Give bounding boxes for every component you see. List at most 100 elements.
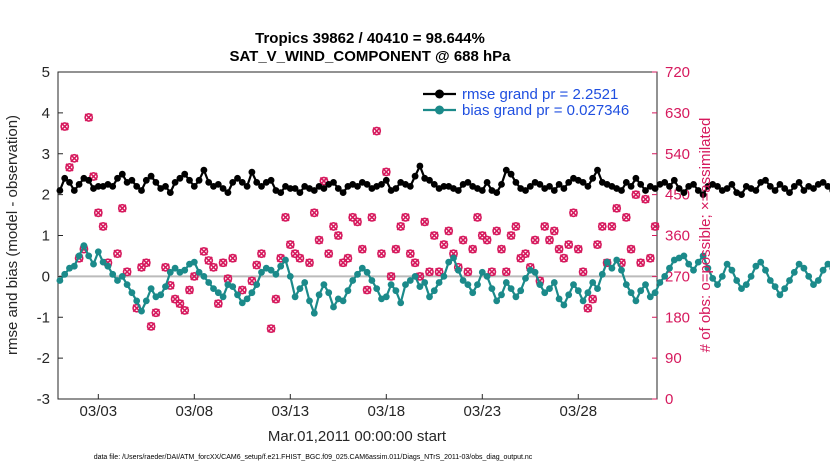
- obs-possible-marker: [401, 212, 410, 222]
- rmse-point: [114, 174, 121, 182]
- rmse-point: [138, 187, 145, 194]
- bias-point: [440, 273, 448, 280]
- bias-point: [464, 281, 472, 288]
- obs-assimilated-marker: [310, 208, 319, 217]
- obs-assimilated-marker: [147, 322, 156, 331]
- rmse-point: [632, 174, 640, 182]
- obs-possible-marker: [228, 253, 238, 263]
- obs-possible-marker: [578, 267, 588, 277]
- obs-possible-marker: [69, 153, 79, 163]
- obs-possible-marker: [631, 190, 641, 200]
- bias-point: [435, 279, 443, 286]
- rmse-point: [550, 187, 558, 194]
- rmse-point: [85, 176, 93, 184]
- rmse-point: [536, 181, 544, 188]
- obs-possible-marker: [343, 253, 353, 263]
- rmse-point: [248, 168, 256, 176]
- bias-point: [80, 242, 88, 250]
- rmse-point: [637, 181, 645, 188]
- obs-possible-marker: [290, 249, 300, 259]
- obs-possible-marker: [305, 258, 314, 268]
- obs-assimilated-marker: [607, 222, 616, 231]
- legend-rmse-marker: [435, 89, 444, 99]
- bias-point: [248, 289, 256, 297]
- obs-assimilated-marker: [401, 213, 410, 222]
- y-axis-right-label: # of obs: o=possible; ×=assimilated: [697, 118, 714, 353]
- bias-point: [632, 297, 640, 305]
- rmse-point: [512, 179, 520, 186]
- rmse-point: [219, 185, 227, 192]
- rmse-point: [824, 183, 830, 190]
- obs-possible-marker: [122, 267, 132, 277]
- rmse-point: [464, 179, 472, 186]
- rmse-point: [771, 187, 779, 194]
- bias-point: [349, 277, 357, 284]
- rmse-point: [627, 183, 635, 190]
- rmse-point: [430, 181, 438, 188]
- obs-possible-marker: [362, 285, 372, 295]
- obs-assimilated-marker: [151, 308, 160, 317]
- bias-point: [282, 256, 289, 264]
- obs-assimilated-marker: [334, 231, 343, 240]
- obs-possible-marker: [338, 258, 348, 268]
- rmse-point: [330, 179, 337, 186]
- bias-point: [234, 291, 241, 299]
- obs-assimilated-marker: [583, 304, 592, 313]
- bias-point: [594, 285, 601, 292]
- rmse-point: [109, 183, 117, 190]
- obs-assimilated-marker: [631, 190, 640, 199]
- obs-assimilated-marker: [574, 245, 583, 254]
- obs-assimilated-marker: [627, 245, 636, 254]
- rmse-point: [738, 191, 745, 199]
- obs-possible-marker: [593, 240, 602, 249]
- obs-possible-marker: [583, 303, 593, 313]
- obs-possible-marker: [309, 208, 319, 218]
- x-tick-label: 03/28: [560, 403, 598, 420]
- bias-point: [90, 260, 97, 268]
- legend-rmse-label: rmse grand pr = 2.2521: [462, 86, 618, 103]
- obs-possible-marker: [89, 172, 98, 181]
- bias-point: [584, 289, 592, 297]
- obs-assimilated-marker: [545, 235, 554, 245]
- rmse-point: [694, 187, 702, 194]
- bias-point: [171, 264, 179, 272]
- bias-point: [718, 273, 726, 280]
- obs-possible-marker: [554, 244, 564, 254]
- obs-possible-marker: [468, 244, 478, 254]
- obs-possible-marker: [237, 285, 247, 295]
- legend-bias-marker: [435, 105, 444, 115]
- obs-assimilated-marker: [324, 249, 333, 258]
- bias-point: [690, 266, 697, 274]
- rmse-point: [502, 166, 510, 174]
- rmse-point: [426, 176, 433, 184]
- rmse-point: [133, 183, 141, 190]
- bias-point: [478, 268, 486, 276]
- rmse-point: [277, 189, 285, 197]
- obs-possible-marker: [650, 222, 660, 231]
- obs-possible-marker: [573, 244, 583, 254]
- obs-assimilated-marker: [636, 258, 645, 267]
- rmse-point: [675, 185, 683, 192]
- y-right-tick-label: 360: [665, 228, 690, 245]
- bias-point: [382, 293, 390, 301]
- obs-possible-marker: [549, 226, 559, 236]
- obs-possible-marker: [271, 294, 281, 304]
- y-left-tick-label: 1: [42, 228, 50, 245]
- bias-point: [522, 275, 529, 282]
- y-right-tick-label: 720: [665, 64, 690, 81]
- rmse-point: [810, 185, 817, 192]
- bias-point: [627, 289, 635, 297]
- obs-possible-marker: [199, 246, 209, 256]
- rmse-point: [392, 185, 400, 192]
- y-left-tick-label: 2: [42, 187, 50, 204]
- obs-possible-marker: [324, 249, 334, 259]
- obs-assimilated-marker: [646, 254, 655, 263]
- bias-point: [56, 277, 64, 284]
- bias-point: [387, 281, 395, 288]
- bias-point: [306, 297, 313, 305]
- bias-point: [147, 285, 155, 292]
- obs-possible-marker: [161, 262, 170, 272]
- y-right-tick-label: 0: [665, 391, 673, 408]
- bias-point: [363, 268, 371, 276]
